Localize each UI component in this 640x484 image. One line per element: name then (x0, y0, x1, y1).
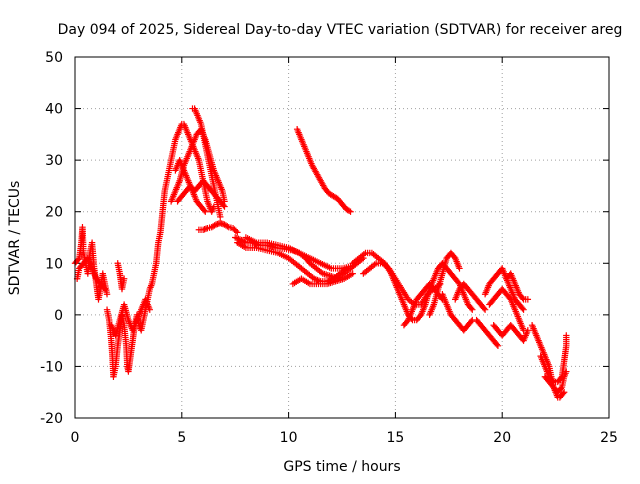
y-tick-label: 20 (45, 205, 63, 221)
data-point-marker (456, 265, 463, 272)
data-point-marker (211, 222, 218, 229)
data-point-marker (103, 291, 111, 298)
data-point-marker (519, 305, 526, 312)
x-tick-label: 15 (386, 430, 404, 446)
data-point-marker (100, 284, 108, 291)
data-point-marker (345, 207, 353, 215)
points-layer (71, 105, 570, 401)
data-point-marker (234, 229, 241, 236)
x-axis-label: GPS time / hours (283, 459, 400, 475)
data-point-marker (563, 368, 570, 375)
data-point-marker (75, 256, 82, 263)
data-point-marker (231, 226, 238, 233)
data-point-marker (481, 306, 489, 313)
data-point-marker (146, 306, 153, 313)
data-point-marker (101, 285, 109, 293)
data-point-marker (221, 203, 228, 210)
y-tick-label: 50 (45, 50, 63, 66)
data-point-marker (347, 208, 354, 215)
plot-frame (74, 56, 610, 419)
grid-layer (75, 57, 609, 418)
y-tick-label: 40 (45, 102, 63, 118)
data-point-marker (524, 296, 532, 303)
data-point-marker (229, 225, 237, 232)
data-point-marker (480, 305, 488, 312)
y-tick-label: -20 (40, 411, 63, 427)
data-point-marker (120, 275, 128, 282)
data-point-marker (224, 223, 231, 230)
data-point-marker (202, 208, 209, 215)
data-point-marker (201, 207, 208, 214)
x-tick-label: 10 (280, 430, 298, 446)
data-point-marker (469, 306, 476, 313)
data-point-marker (559, 390, 567, 397)
data-point-marker (563, 332, 570, 339)
y-axis-label: SDTVAR / TECUs (7, 181, 23, 296)
data-point-marker (468, 318, 475, 325)
data-point-marker (493, 341, 501, 348)
data-point-marker (519, 294, 526, 302)
y-tick-label: 10 (45, 256, 63, 272)
y-tick-label: -10 (40, 359, 63, 375)
tick-layer: 0 5 10 15 20 25 -20 -10 0 10 20 30 40 50 (40, 50, 618, 446)
data-point-marker (524, 327, 532, 334)
data-point-marker (220, 202, 227, 209)
x-tick-label: 20 (493, 430, 511, 446)
y-tick-label: 30 (45, 153, 63, 169)
data-point-marker (349, 270, 356, 277)
data-point-marker (232, 227, 240, 235)
x-tick-label: 5 (177, 430, 186, 446)
data-point-marker (468, 305, 475, 312)
data-point-marker (520, 306, 527, 313)
data-point-marker (560, 389, 568, 396)
data-point-marker (557, 385, 565, 392)
data-point-marker (494, 342, 502, 349)
y-tick-label: 0 (54, 308, 63, 324)
chart-title: Day 094 of 2025, Sidereal Day-to-day VTE… (58, 22, 623, 38)
x-tick-label: 25 (600, 430, 618, 446)
x-tick-label: 0 (71, 430, 80, 446)
data-point-marker (217, 213, 224, 221)
